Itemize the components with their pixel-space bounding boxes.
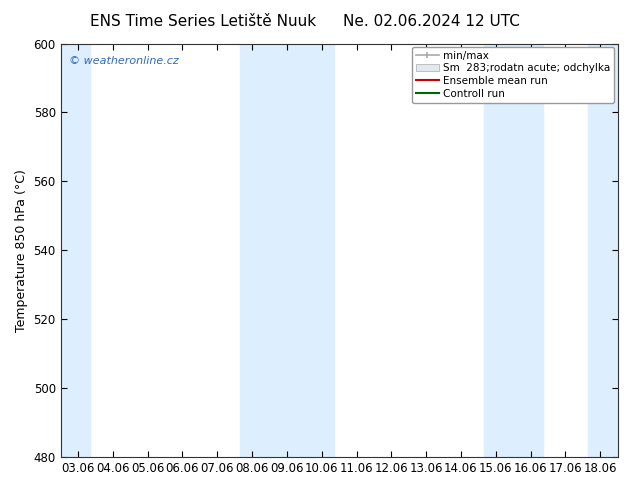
Bar [588, 44, 618, 457]
Legend: min/max, Sm  283;rodatn acute; odchylka, Ensemble mean run, Controll run: min/max, Sm 283;rodatn acute; odchylka, … [412, 47, 614, 103]
Bar [240, 44, 334, 457]
Text: ENS Time Series Letiště Nuuk: ENS Time Series Letiště Nuuk [90, 14, 316, 29]
Y-axis label: Temperature 850 hPa (°C): Temperature 850 hPa (°C) [15, 169, 28, 332]
Text: © weatheronline.cz: © weatheronline.cz [69, 56, 179, 66]
Bar [484, 44, 543, 457]
Text: Ne. 02.06.2024 12 UTC: Ne. 02.06.2024 12 UTC [343, 14, 519, 29]
Bar [61, 44, 90, 457]
